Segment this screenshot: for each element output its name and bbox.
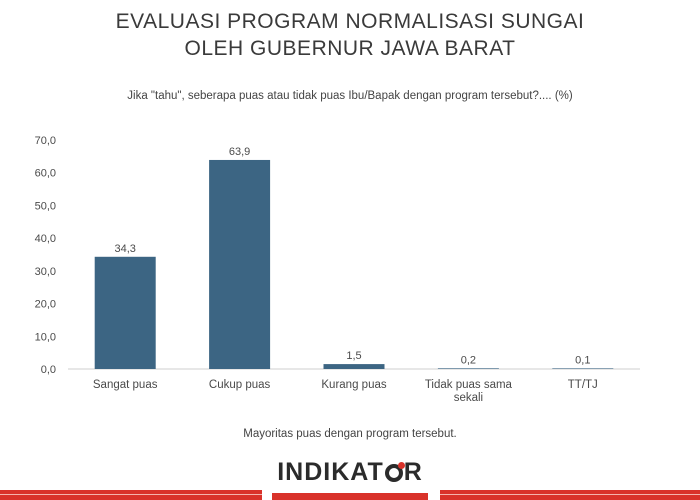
x-tick-label: Tidak puas sama [425, 379, 513, 391]
bar [552, 368, 614, 369]
indikator-logo: INDIKAT R [0, 458, 700, 487]
y-tick-label: 70,0 [35, 135, 56, 147]
x-tick-label: Kurang puas [321, 379, 386, 391]
data-label: 63,9 [229, 146, 250, 158]
data-label: 1,5 [346, 350, 361, 362]
y-tick-label: 50,0 [35, 200, 56, 212]
bar [209, 159, 271, 369]
y-tick-label: 60,0 [35, 168, 56, 180]
data-label: 0,2 [461, 354, 476, 366]
logo-text-part1: INDIKAT [277, 458, 384, 486]
x-tick-label: TT/TJ [568, 379, 598, 391]
x-tick-label: sekali [454, 392, 483, 404]
survey-question: Jika "tahu", seberapa puas atau tidak pu… [127, 90, 573, 102]
y-tick-label: 10,0 [35, 331, 56, 343]
bar [437, 368, 499, 369]
bar [94, 256, 156, 369]
bar-chart: 0,0 10,0 20,0 30,0 40,0 50,0 60,0 70,0 34,3 Sanga… [35, 135, 640, 404]
chart-title: EVALUASI PROGRAM NORMALISASI SUNGAI OLEH… [0, 8, 700, 62]
data-label: 0,1 [575, 354, 590, 366]
y-tick-label: 40,0 [35, 233, 56, 245]
y-tick-label: 30,0 [35, 266, 56, 278]
data-label: 34,3 [114, 243, 135, 255]
x-tick-label: Sangat puas [93, 379, 158, 391]
title-line-1: EVALUASI PROGRAM NORMALISASI SUNGAI [115, 10, 585, 33]
title-line-2: OLEH GUBERNUR JAWA BARAT [184, 37, 516, 60]
chart-note: Mayoritas puas dengan program tersebut. [243, 428, 457, 440]
logo-o-mark-icon [384, 462, 405, 482]
footer-center-bar [272, 493, 428, 500]
bar [323, 364, 385, 369]
footer-bar [0, 490, 700, 500]
x-tick-label: Cukup puas [209, 379, 271, 391]
logo-text-part2: R [403, 458, 423, 486]
y-tick-label: 20,0 [35, 299, 56, 311]
y-tick-label: 0,0 [41, 364, 56, 376]
